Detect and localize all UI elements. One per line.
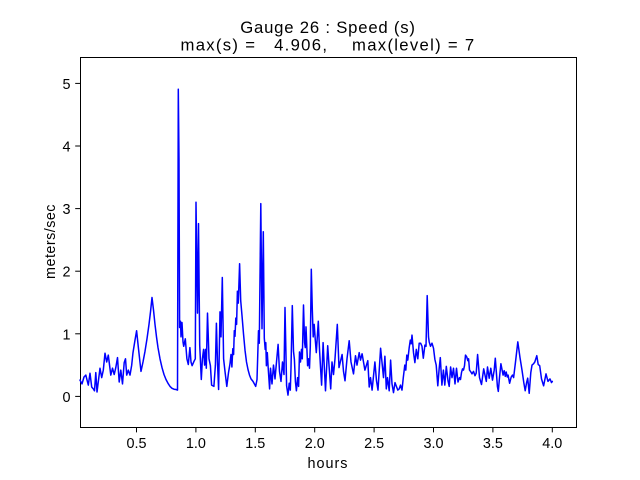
svg-text:meters/sec: meters/sec bbox=[43, 204, 59, 279]
svg-text:5: 5 bbox=[62, 77, 70, 93]
svg-text:0: 0 bbox=[62, 390, 70, 406]
svg-text:max(s) = 4.906, max(level: max(s) = 4.906, max(level) = 7 bbox=[181, 36, 476, 55]
svg-text:4.0: 4.0 bbox=[542, 436, 562, 452]
svg-text:2: 2 bbox=[62, 265, 70, 281]
svg-text:Gauge 26 : Speed (s): Gauge 26 : Speed (s) bbox=[240, 18, 416, 37]
svg-text:1: 1 bbox=[62, 327, 70, 343]
svg-text:4: 4 bbox=[62, 140, 70, 156]
svg-text:3.5: 3.5 bbox=[483, 436, 503, 452]
svg-text:2.0: 2.0 bbox=[305, 436, 325, 452]
svg-text:3: 3 bbox=[62, 202, 70, 218]
svg-text:2.5: 2.5 bbox=[364, 436, 384, 452]
svg-text:1.0: 1.0 bbox=[186, 436, 206, 452]
svg-text:0.5: 0.5 bbox=[126, 436, 146, 452]
svg-text:1.5: 1.5 bbox=[245, 436, 265, 452]
svg-text:3.0: 3.0 bbox=[423, 436, 443, 452]
svg-text:hours: hours bbox=[308, 456, 349, 472]
